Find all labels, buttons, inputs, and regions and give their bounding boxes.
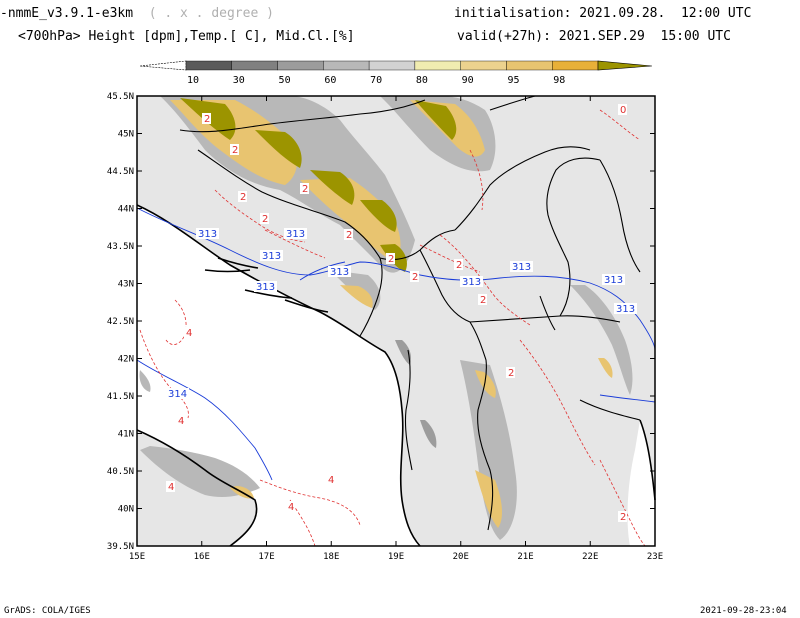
longitude-label: 18E	[323, 552, 339, 562]
colorbar-cell	[277, 60, 324, 71]
latitude-label: 43.5N	[107, 242, 134, 252]
contour-label: 4	[186, 328, 192, 339]
contour-label: 313	[256, 282, 275, 293]
longitude-label: 16E	[194, 552, 210, 562]
contour-label: 313	[604, 275, 623, 286]
contour-label: 313	[462, 277, 481, 288]
contour-label: 4	[288, 502, 294, 513]
contour-label: 2	[412, 272, 418, 283]
map-figure: 10 30 50 60 70 80 90 95 98	[107, 60, 663, 562]
latitude-label: 41N	[118, 430, 134, 440]
contour-label: 4	[178, 416, 184, 427]
colorbar-cell	[552, 60, 599, 71]
field-description: <700hPa> Height [dpm],Temp.[ C], Mid.Cl.…	[18, 29, 355, 44]
contour-label: 2	[620, 512, 626, 523]
contour-label: 4	[168, 482, 174, 493]
colorbar-cell	[414, 60, 461, 71]
longitude-label: 15E	[129, 552, 145, 562]
longitude-label: 23E	[647, 552, 663, 562]
coastlines	[136, 204, 656, 547]
contour-label: 2	[232, 145, 238, 156]
contour-label: 2	[456, 260, 462, 271]
latitude-label: 42.5N	[107, 317, 134, 327]
colorbar-left-end	[139, 60, 187, 71]
contour-label: 4	[328, 475, 334, 486]
latitude-label: 40N	[118, 505, 134, 515]
contour-label: 2	[240, 192, 246, 203]
footer-right: 2021-09-28-23:04	[700, 606, 787, 616]
colorbar-cell	[185, 60, 232, 71]
valid-time-label: valid(+27h): 2021.SEP.29 15:00 UTC	[457, 29, 731, 44]
temperature-contours	[139, 109, 646, 547]
colorbar-cell	[323, 60, 370, 71]
colorbar-label: 70	[370, 75, 382, 86]
contour-label: 2	[480, 295, 486, 306]
colorbar-cell	[368, 60, 416, 71]
latitude-label: 44N	[118, 205, 134, 215]
colorbar-cell	[231, 60, 278, 71]
longitude-label: 19E	[388, 552, 404, 562]
longitude-labels: 15E 16E 17E 18E 19E 20E 21E 22E 23E	[129, 552, 663, 562]
colorbar-label: 95	[507, 75, 519, 86]
colorbar-label: 30	[233, 75, 245, 86]
contour-label: 313	[512, 262, 531, 273]
contour-label: 313	[198, 229, 217, 240]
map-plot-area: 3133133133133133133133133133142222222222…	[107, 92, 663, 562]
longitude-label: 20E	[453, 552, 469, 562]
latitude-label: 45.5N	[107, 92, 134, 102]
longitude-label: 21E	[517, 552, 533, 562]
latitude-label: 39.5N	[107, 542, 134, 552]
contour-labels: 313 313 313 313 313 313 313 313 313 314 2 2 2 2 2 2 2 2 2 2…	[166, 104, 637, 523]
contour-label: 2	[346, 230, 352, 241]
colorbar-label: 60	[324, 75, 336, 86]
cloud-cover	[139, 96, 633, 540]
colorbar-cell	[506, 60, 553, 71]
contour-label: 2	[262, 214, 268, 225]
colorbar-label: 98	[553, 75, 565, 86]
footer-left: GrADS: COLA/IGES	[4, 606, 91, 616]
colorbar-label: 50	[279, 75, 291, 86]
colorbar-label: 90	[462, 75, 474, 86]
colorbar-label: 10	[187, 75, 199, 86]
contour-label: 314	[168, 389, 187, 400]
initialisation-label: initialisation: 2021.09.28. 12:00 UTC	[454, 6, 752, 21]
contour-label: 313	[616, 304, 635, 315]
contour-label: 0	[620, 105, 626, 116]
latitude-labels: 45.5N 45N 44.5N 44N 43.5N 43N 42.5N 42N 41.5N 41N…	[107, 92, 134, 552]
contour-label: 2	[204, 114, 210, 125]
model-title: -nmmE_v3.9.1-e3km ( . x . degree )	[0, 6, 274, 21]
latitude-label: 40.5N	[107, 467, 134, 477]
axis-ticks	[136, 95, 656, 547]
latitude-label: 41.5N	[107, 392, 134, 402]
colorbar-right-end	[597, 60, 653, 71]
colorbar: 10 30 50 60 70 80 90 95 98	[139, 60, 653, 86]
height-contours	[136, 207, 656, 481]
longitude-label: 22E	[582, 552, 598, 562]
longitude-label: 17E	[258, 552, 274, 562]
colorbar-label: 80	[416, 75, 428, 86]
contour-label: 2	[508, 368, 514, 379]
latitude-label: 42N	[118, 355, 134, 365]
contour-label: 2	[302, 184, 308, 195]
latitude-label: 44.5N	[107, 167, 134, 177]
latitude-label: 45N	[118, 130, 134, 140]
contour-label: 313	[330, 267, 349, 278]
colorbar-cell	[460, 60, 507, 71]
contour-label: 313	[286, 229, 305, 240]
unit-hint: ( . x . degree )	[148, 6, 274, 21]
latitude-label: 43N	[118, 280, 134, 290]
contour-label: 2	[388, 254, 394, 265]
contour-label: 313	[262, 251, 281, 262]
